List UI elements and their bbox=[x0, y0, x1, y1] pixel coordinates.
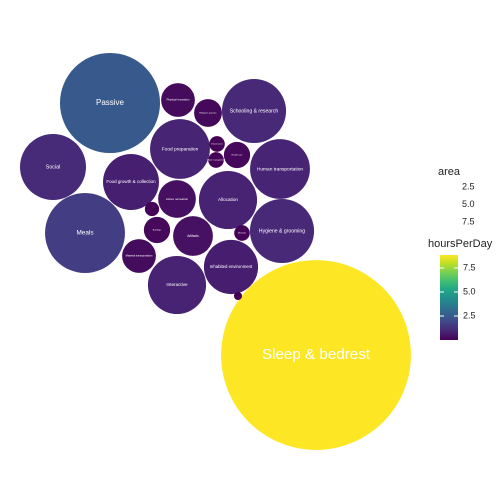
bubble-label: Physical recreation bbox=[167, 98, 190, 102]
bubble-label: Artifacts bbox=[187, 234, 199, 238]
bubble bbox=[209, 136, 225, 152]
bubble-label: Material transportation bbox=[126, 254, 153, 258]
bubble-label: Hygiene & grooming bbox=[259, 228, 305, 234]
bubble bbox=[103, 154, 159, 210]
bubble-label: Human transportation bbox=[257, 166, 303, 172]
bubble-label: Buildings bbox=[153, 230, 161, 232]
bubble-label: Meals bbox=[76, 230, 93, 237]
bubble-label: Food growth & collection bbox=[106, 179, 156, 184]
bubble bbox=[198, 170, 258, 230]
bubble bbox=[194, 99, 222, 127]
size-legend-label: 7.5 bbox=[462, 216, 475, 226]
bubble-label: Inhabited environment bbox=[210, 264, 253, 269]
colorbar-tick-label: 5.0 bbox=[463, 286, 476, 296]
bubble bbox=[144, 201, 160, 217]
bubble-label: Sleep & bedrest bbox=[262, 346, 371, 363]
bubble bbox=[249, 198, 315, 264]
size-legend-label: 2.5 bbox=[462, 181, 475, 191]
bubble bbox=[20, 134, 86, 200]
bubble bbox=[161, 83, 195, 117]
bubble-label: Materials bbox=[238, 232, 246, 235]
bubble bbox=[158, 180, 196, 218]
colorbar-tick-label: 2.5 bbox=[463, 310, 476, 320]
bubble-label: Interactive bbox=[166, 282, 188, 287]
bubble bbox=[45, 193, 125, 273]
bubble-label: Passive bbox=[96, 98, 125, 107]
bubble-label: Active recreation bbox=[166, 197, 189, 201]
bubble-label: Allocation bbox=[218, 197, 238, 202]
bubble bbox=[223, 141, 251, 169]
bubble bbox=[173, 216, 213, 256]
bubble bbox=[122, 239, 156, 273]
size-legend-label: 5.0 bbox=[462, 199, 475, 209]
bubble-label: Food preparation bbox=[162, 146, 199, 152]
bubble bbox=[221, 78, 287, 144]
bubble bbox=[208, 152, 224, 168]
bubble-label: Schooling & research bbox=[230, 108, 279, 114]
bubble-label: Health care bbox=[232, 154, 243, 157]
bubble bbox=[234, 225, 250, 241]
bubble-label: Social bbox=[46, 164, 60, 170]
bubble bbox=[150, 119, 210, 179]
bubble bbox=[59, 52, 161, 154]
bubble bbox=[250, 139, 310, 199]
bubble bbox=[203, 239, 259, 295]
bubble bbox=[233, 291, 243, 301]
size-legend-title: area bbox=[438, 166, 461, 178]
color-legend-title: hoursPerDay bbox=[428, 238, 493, 250]
bubble bbox=[147, 255, 207, 315]
bubble bbox=[221, 260, 411, 450]
bubble bbox=[143, 216, 171, 244]
bubble-label: Waste management bbox=[207, 159, 225, 162]
colorbar bbox=[440, 255, 458, 340]
colorbar-tick-label: 7.5 bbox=[463, 262, 476, 272]
bubble-label: Infrastructure bbox=[211, 143, 224, 146]
bubble-label: Religious practice bbox=[199, 112, 217, 115]
